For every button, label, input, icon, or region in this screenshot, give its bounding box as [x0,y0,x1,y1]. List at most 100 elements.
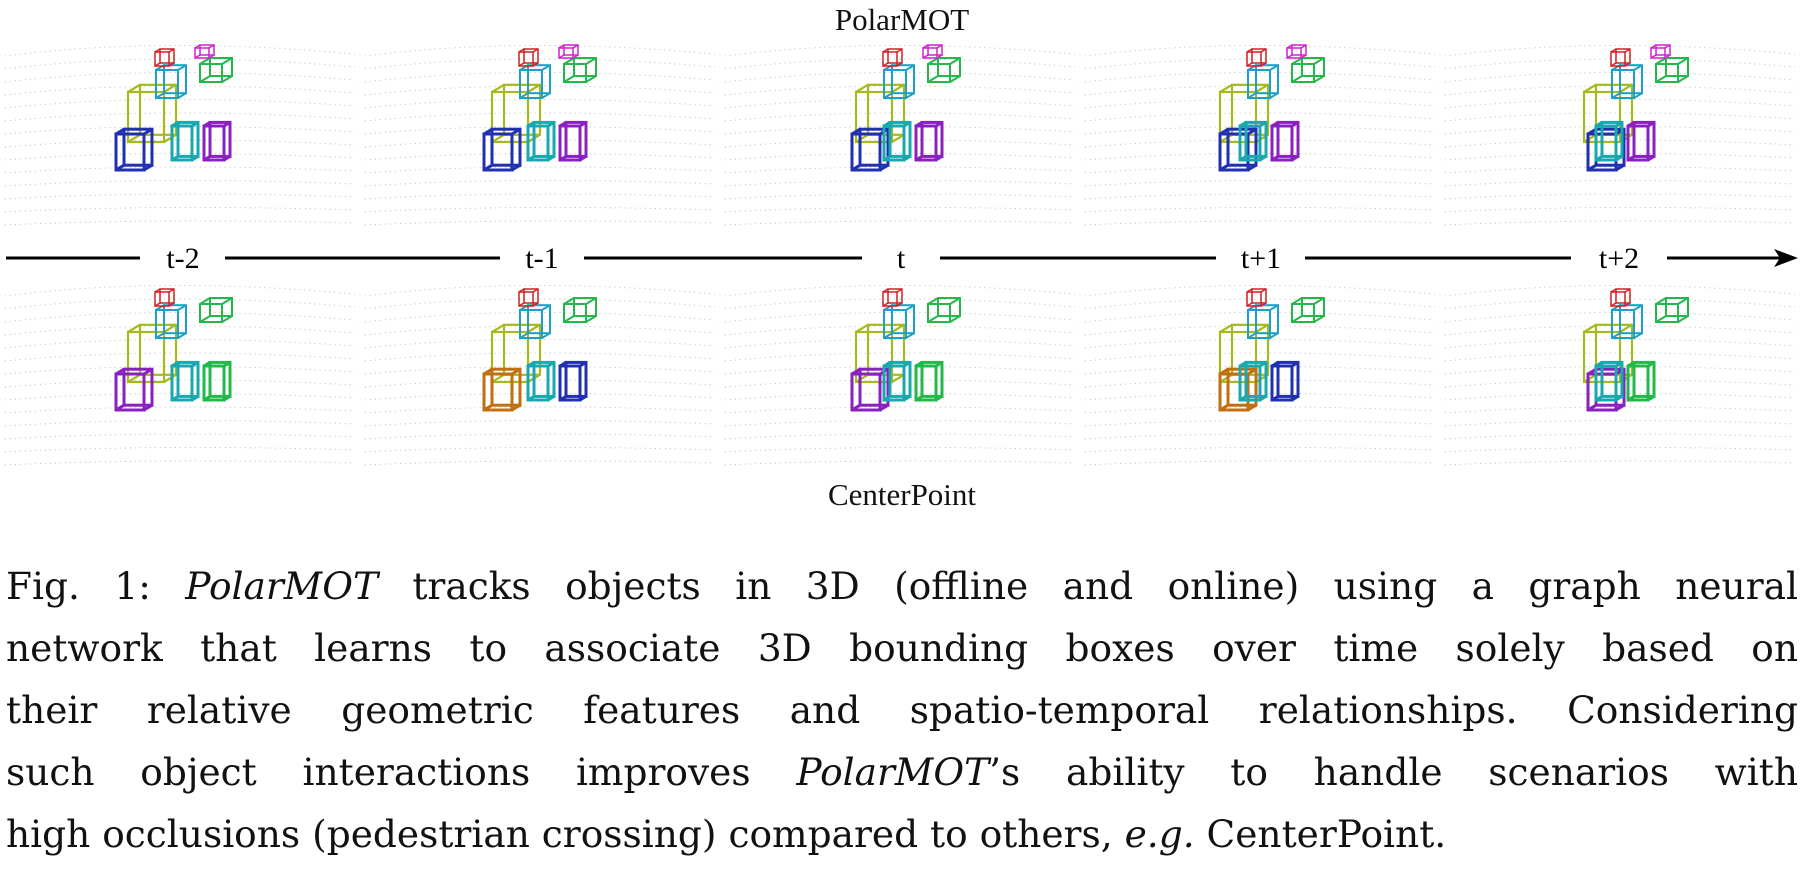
lidar-scan-line [1084,311,1436,323]
bounding-box-3d [1650,44,1671,59]
lidar-scan-line [4,206,356,213]
lidar-scan-line [1084,284,1436,297]
lidar-scan-line [364,419,716,427]
bounding-box-3d [526,120,556,162]
lidar-points [364,44,716,226]
lidar-scan-line [4,379,356,388]
lidar-scan-line [724,446,1076,453]
lidar-scan-line [1084,71,1436,83]
lidar-scan-line [1444,298,1796,310]
bounding-box-3d [482,127,522,172]
lidar-scan-line [1084,58,1436,70]
bounding-box-3d [1626,360,1656,402]
lidar-scan-line [1084,85,1436,96]
lidar-scan-line [4,298,356,310]
lidar-scan-line [1444,433,1796,440]
bounding-box-3d [526,360,556,402]
bounding-box-3d [1655,57,1689,83]
bounding-box-3d [1218,127,1258,172]
bounding-box-3d [1611,64,1643,99]
lidar-scan-line [724,85,1076,96]
centerpoint-panel-title: CenterPoint [827,477,977,512]
caption-line-4: such object interactions improves PolarM… [6,741,1798,803]
lidar-scan-line [4,352,356,362]
bounding-box-3d [854,83,906,144]
lidar-scan-line [364,446,716,453]
bounding-box-3d [518,48,539,67]
lidar-scan-line [4,193,356,200]
bounding-box-3d [1291,297,1325,323]
lidar-scan-line [364,325,716,336]
lidar-scan-line [1084,298,1436,310]
lidar-scan-line [724,71,1076,83]
lidar-scan-line [1444,71,1796,83]
bounding-box-3d [882,288,903,307]
bounding-box-3d [927,57,961,83]
lidar-scan-line [724,365,1076,375]
caption-text: high occlusions (pedestrian crossing) co… [6,812,1125,856]
lidar-scan-line [1444,446,1796,453]
lidar-scan-line [4,139,356,148]
caption-figure-number: Fig. 1: [6,564,186,608]
lidar-scan-line [724,433,1076,440]
bounding-box-3d [1218,83,1270,144]
lidar-scan-line [724,166,1076,174]
lidar-scan-line [4,179,356,187]
lidar-scan-line [724,298,1076,310]
bounding-box-3d [114,127,154,172]
lidar-scan-line [4,71,356,83]
lidar-scan-line [4,392,356,401]
bounding-box-3d [1610,288,1631,307]
lidar-scan-line [364,206,716,213]
timeline-arrow: t-2 t-1 t t+1 t+2 [6,242,1798,275]
lidar-scan-line [4,98,356,109]
bounding-box-3d [1611,304,1643,339]
bounding-box-3d [199,297,233,323]
bounding-box-3d [519,304,551,339]
lidar-scan-line [364,98,716,109]
lidar-scan-line [1444,112,1796,122]
lidar-scan-line [724,379,1076,388]
bounding-box-3d [883,64,915,99]
lidar-scan-line [4,152,356,161]
lidar-scan-line [1084,166,1436,174]
lidar-scan-line [1444,419,1796,427]
lidar-scan-line [1084,179,1436,187]
caption-text: tracks objects in 3D (offline and online… [377,564,1798,608]
lidar-scan-line [1084,379,1436,388]
caption-method-name: PolarMOT [185,564,378,608]
caption-text: such object interactions improves [6,750,797,794]
lidar-scan-line [364,193,716,200]
bounding-box-3d [482,367,522,412]
bounding-box-3d [1247,304,1279,339]
caption-text: ’s ability to handle scenarios with [989,750,1798,794]
lidar-scan-line [4,338,356,349]
lidar-scan-line [364,152,716,161]
lidar-scan-line [1444,193,1796,200]
bounding-box-3d [154,48,175,67]
lidar-scan-line [1444,325,1796,336]
bounding-box-3d [170,360,200,402]
lidar-scan-line [364,406,716,414]
bounding-box-3d [1238,120,1268,162]
bounding-box-3d [1247,64,1279,99]
lidar-scan-line [1444,379,1796,388]
lidar-scan-line [724,179,1076,187]
bounding-box-3d [154,288,175,307]
lidar-scan-line [724,338,1076,349]
lidar-scan-line [1084,152,1436,161]
bounding-box-3d [854,323,906,384]
lidar-scan-line [1444,44,1796,57]
lidar-scan-line [364,85,716,96]
lidar-scan-line [4,58,356,70]
bounding-box-3d [126,83,178,144]
lidar-scan-line [1444,284,1796,297]
lidar-scan-line [1444,206,1796,213]
timeline-label-t-2: t-2 [166,242,199,275]
lidar-scan-line [1444,98,1796,109]
lidar-scan-line [1084,44,1436,57]
lidar-scan-line [1084,446,1436,453]
lidar-scan-line [364,352,716,362]
timeline-label-t-1: t-1 [525,242,558,275]
polarmot-panel-title: PolarMOT [834,2,970,37]
